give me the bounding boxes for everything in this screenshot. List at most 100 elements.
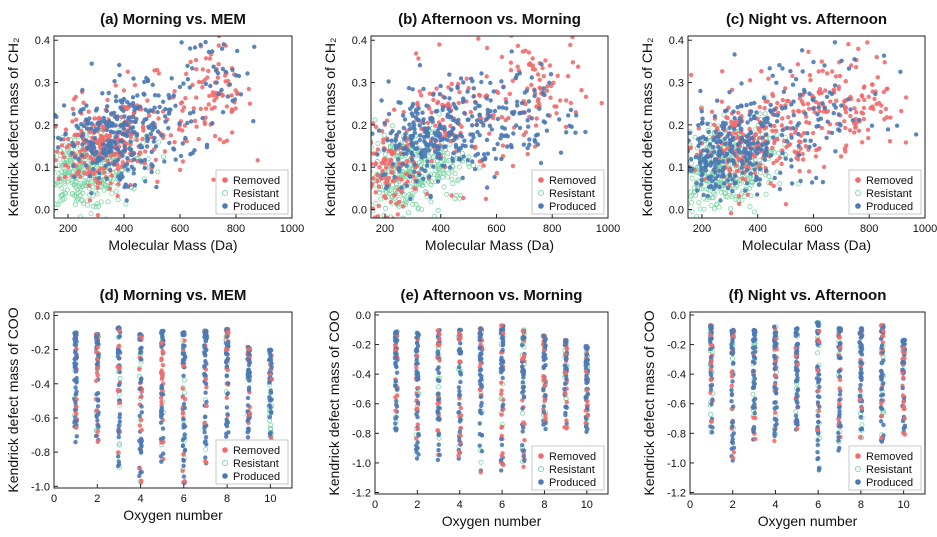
point-removed bbox=[786, 115, 791, 120]
point-resistant bbox=[729, 227, 733, 231]
point-removed bbox=[180, 159, 186, 164]
point-removed bbox=[115, 166, 121, 172]
point-produced bbox=[169, 76, 174, 81]
point-produced bbox=[743, 188, 748, 193]
point-produced bbox=[177, 121, 182, 126]
legend-label-produced: Produced bbox=[233, 471, 280, 483]
point-produced bbox=[477, 443, 482, 448]
point-removed bbox=[116, 344, 121, 349]
point-removed bbox=[712, 122, 717, 128]
point-removed bbox=[568, 100, 574, 106]
point-produced bbox=[747, 112, 752, 118]
point-removed bbox=[543, 58, 548, 63]
point-resistant bbox=[372, 117, 378, 123]
point-removed bbox=[61, 155, 67, 160]
point-removed bbox=[66, 164, 71, 170]
point-produced bbox=[268, 430, 274, 435]
point-removed bbox=[202, 420, 207, 426]
legend-marker-removed bbox=[222, 177, 228, 183]
point-produced bbox=[709, 402, 714, 407]
point-produced bbox=[224, 423, 230, 429]
point-produced bbox=[505, 144, 510, 149]
point-produced bbox=[385, 138, 390, 143]
point-removed bbox=[878, 109, 883, 115]
point-removed bbox=[395, 176, 400, 181]
point-produced bbox=[703, 137, 708, 142]
point-produced bbox=[788, 69, 793, 74]
point-resistant bbox=[409, 191, 415, 197]
point-produced bbox=[839, 103, 844, 108]
point-produced bbox=[89, 140, 94, 146]
point-removed bbox=[537, 77, 542, 83]
point-produced bbox=[432, 149, 438, 154]
point-produced bbox=[247, 352, 252, 357]
point-produced bbox=[811, 59, 816, 65]
point-removed bbox=[65, 136, 71, 142]
point-produced bbox=[431, 164, 436, 169]
point-produced bbox=[159, 405, 164, 410]
point-removed bbox=[104, 133, 109, 138]
point-produced bbox=[520, 448, 525, 453]
point-produced bbox=[768, 108, 773, 113]
point-produced bbox=[120, 153, 125, 158]
point-produced bbox=[539, 61, 544, 67]
point-produced bbox=[532, 93, 537, 99]
point-produced bbox=[392, 335, 398, 340]
point-removed bbox=[882, 117, 887, 122]
x-tick-label: 600 bbox=[171, 223, 189, 235]
point-removed bbox=[269, 376, 274, 382]
y-tick-label: -1.2 bbox=[352, 488, 371, 500]
point-removed bbox=[198, 106, 203, 112]
point-removed bbox=[203, 376, 209, 382]
point-produced bbox=[95, 398, 101, 403]
point-removed bbox=[499, 115, 505, 120]
point-resistant bbox=[79, 184, 85, 190]
point-produced bbox=[116, 459, 122, 464]
point-removed bbox=[800, 151, 805, 157]
point-produced bbox=[63, 131, 68, 136]
point-removed bbox=[86, 109, 91, 114]
point-produced bbox=[433, 109, 439, 114]
point-produced bbox=[87, 174, 93, 179]
point-resistant bbox=[94, 201, 100, 207]
x-tick-label: 200 bbox=[376, 223, 394, 235]
point-produced bbox=[731, 109, 736, 114]
legend-box bbox=[531, 445, 605, 491]
point-resistant bbox=[713, 201, 719, 207]
point-produced bbox=[394, 398, 399, 404]
point-produced bbox=[683, 150, 687, 154]
point-removed bbox=[533, 123, 539, 128]
point-removed bbox=[132, 82, 138, 88]
point-produced bbox=[180, 443, 186, 449]
point-removed bbox=[757, 104, 762, 110]
point-removed bbox=[771, 160, 776, 166]
point-produced bbox=[137, 413, 142, 419]
point-produced bbox=[825, 119, 830, 124]
point-removed bbox=[59, 143, 65, 148]
point-removed bbox=[113, 83, 118, 88]
point-produced bbox=[488, 98, 493, 103]
point-produced bbox=[409, 150, 414, 155]
point-removed bbox=[371, 140, 374, 145]
point-produced bbox=[699, 168, 704, 173]
point-produced bbox=[137, 473, 142, 479]
point-produced bbox=[134, 116, 139, 122]
point-produced bbox=[268, 355, 273, 361]
point-removed bbox=[429, 158, 434, 164]
point-produced bbox=[252, 44, 257, 49]
point-produced bbox=[230, 67, 235, 73]
point-removed bbox=[779, 123, 784, 128]
point-produced bbox=[740, 170, 745, 175]
point-produced bbox=[118, 150, 123, 155]
point-removed bbox=[579, 88, 584, 93]
point-produced bbox=[461, 96, 466, 101]
y-tick-label: 0.0 bbox=[669, 205, 684, 217]
point-produced bbox=[478, 119, 484, 125]
point-produced bbox=[462, 138, 467, 143]
point-produced bbox=[729, 399, 734, 404]
point-produced bbox=[74, 354, 79, 359]
point-produced bbox=[478, 351, 483, 356]
point-removed bbox=[564, 424, 570, 430]
point-produced bbox=[410, 142, 415, 147]
